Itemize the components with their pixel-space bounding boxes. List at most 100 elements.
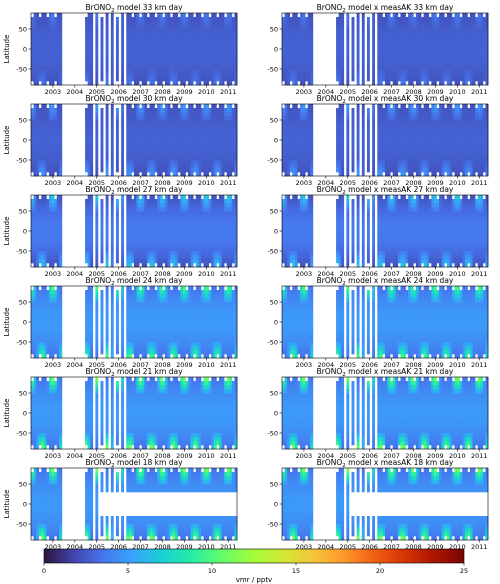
heatmap-cell <box>356 172 360 177</box>
heatmap-cell <box>294 45 298 50</box>
heatmap-cell <box>361 156 365 161</box>
heatmap-cell <box>170 57 173 62</box>
heatmap-cell <box>115 207 119 212</box>
heatmap-cell <box>356 53 360 58</box>
heatmap-cell <box>193 69 197 74</box>
heatmap-cell <box>377 136 381 141</box>
heatmap-cell <box>421 124 424 129</box>
heatmap-cell <box>54 132 58 137</box>
heatmap-cell <box>361 132 365 137</box>
heatmap-cell <box>188 136 191 141</box>
heatmap-cell <box>54 57 58 62</box>
heatmap-cell <box>395 104 399 109</box>
heatmap-cell <box>485 53 489 58</box>
heatmap-cell <box>121 215 125 220</box>
heatmap-cell <box>149 81 153 86</box>
heatmap-cell <box>105 199 109 204</box>
heatmap-cell <box>382 69 386 74</box>
heatmap-cell <box>172 69 176 74</box>
heatmap-cell <box>146 57 150 62</box>
heatmap-cell <box>115 49 119 54</box>
heatmap-cell <box>292 61 296 66</box>
heatmap-cell <box>390 73 394 78</box>
heatmap-cell <box>115 77 119 82</box>
heatmap-cell <box>423 77 427 82</box>
heatmap-cell <box>410 81 414 86</box>
heatmap-cell <box>95 33 99 38</box>
heatmap-cell <box>397 124 401 129</box>
heatmap-cell <box>459 77 463 82</box>
heatmap-cell <box>361 120 365 125</box>
heatmap-cell <box>418 144 422 149</box>
heatmap-cell <box>234 136 238 141</box>
heatmap-cell <box>115 128 119 133</box>
heatmap-cell <box>100 116 104 121</box>
heatmap-cell <box>451 136 455 141</box>
heatmap-cell <box>397 57 401 62</box>
heatmap-cell <box>485 57 489 62</box>
heatmap-cell <box>423 132 427 137</box>
heatmap-cell <box>110 21 114 26</box>
heatmap-cell <box>208 41 212 46</box>
heatmap-cell <box>361 69 365 74</box>
heatmap-cell <box>59 104 63 109</box>
heatmap-cell <box>195 21 199 26</box>
heatmap-cell <box>49 160 52 165</box>
heatmap-cell <box>395 41 399 46</box>
heatmap-cell <box>480 120 484 125</box>
heatmap-cell <box>302 49 306 54</box>
heatmap-cell <box>90 172 94 177</box>
heatmap-cell <box>95 53 99 58</box>
heatmap-cell <box>198 17 202 22</box>
heatmap-cell <box>180 81 184 86</box>
heatmap-cell <box>423 45 427 50</box>
heatmap-cell <box>121 211 125 216</box>
heatmap-cell <box>139 140 143 145</box>
heatmap-cell <box>121 136 125 141</box>
heatmap-cell <box>31 77 34 82</box>
heatmap-cell <box>110 104 114 109</box>
heatmap-cell <box>482 29 486 34</box>
heatmap-cell <box>134 215 137 220</box>
heatmap-cell <box>208 144 212 149</box>
heatmap-cell <box>426 61 430 66</box>
heatmap-cell <box>175 148 179 153</box>
heatmap-cell <box>200 41 204 46</box>
heatmap-cell <box>167 108 171 113</box>
heatmap-cell <box>226 77 230 82</box>
heatmap-cell <box>134 259 137 264</box>
heatmap-cell <box>41 21 45 26</box>
heatmap-cell <box>366 140 370 145</box>
heatmap-cell <box>428 69 432 74</box>
heatmap-cell <box>377 152 381 157</box>
heatmap-cell <box>387 29 391 34</box>
heatmap-cell <box>115 124 119 129</box>
heatmap-cell <box>426 156 430 161</box>
heatmap-cell <box>177 156 181 161</box>
heatmap-cell <box>203 13 207 18</box>
heatmap-cell <box>385 81 388 86</box>
heatmap-cell <box>410 49 414 54</box>
heatmap-cell <box>51 61 55 66</box>
heatmap-cell <box>56 148 60 153</box>
heatmap-cell <box>95 203 99 208</box>
heatmap-cell <box>43 61 47 66</box>
heatmap-cell <box>310 156 314 161</box>
heatmap-cell <box>441 104 445 109</box>
heatmap-cell <box>152 57 155 62</box>
heatmap-cell <box>164 156 168 161</box>
heatmap-cell <box>305 168 309 173</box>
heatmap-cell <box>224 152 228 157</box>
heatmap-cell <box>164 116 168 121</box>
heatmap-cell <box>182 104 186 109</box>
heatmap-cell <box>180 41 184 46</box>
heatmap-cell <box>36 160 40 165</box>
heatmap-cell <box>56 33 60 38</box>
heatmap-cell <box>203 77 207 82</box>
heatmap-cell <box>38 33 42 38</box>
heatmap-cell <box>418 124 422 129</box>
heatmap-cell <box>336 53 339 58</box>
heatmap-cell <box>54 219 58 224</box>
heatmap-cell <box>428 152 432 157</box>
heatmap-cell <box>100 49 104 54</box>
